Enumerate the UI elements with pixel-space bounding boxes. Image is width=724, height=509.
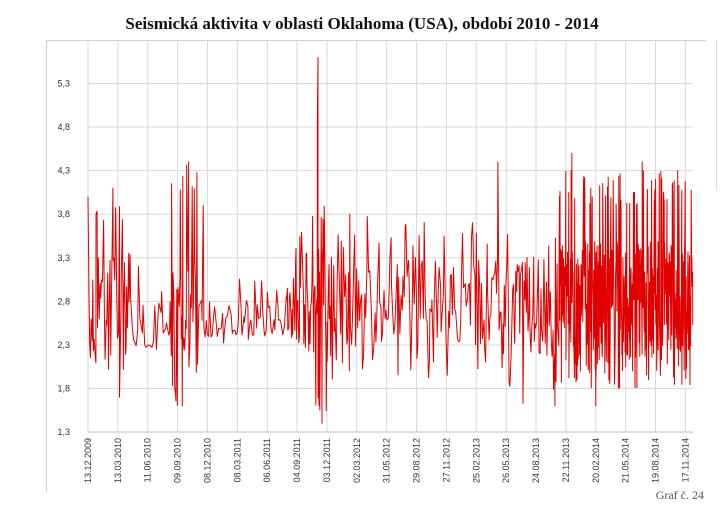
x-tick-label: 04.09.2011 <box>292 438 302 482</box>
x-tick-label: 08.12.2010 <box>202 438 212 483</box>
y-tick-label: 4,8 <box>57 122 70 132</box>
y-tick-label: 1,8 <box>57 383 70 393</box>
x-tick-label: 09.09.2010 <box>173 438 183 483</box>
y-tick-label: 3,3 <box>57 253 70 263</box>
x-tick-label: 27.11.2012 <box>441 438 451 482</box>
x-tick-label: 02.03.2012 <box>352 438 362 483</box>
x-tick-label: 20.02.2014 <box>591 438 601 483</box>
x-tick-label: 11.06.2010 <box>143 438 153 482</box>
x-tick-label: 21.05.2014 <box>621 438 631 483</box>
y-tick-label: 5,3 <box>57 79 70 89</box>
x-tick-label: 26.05.2013 <box>501 438 511 483</box>
y-tick-label: 2,3 <box>57 340 70 350</box>
x-tick-label: 17.11.2014 <box>680 438 690 482</box>
y-axis: 1,3 1,8 2,3 2,8 3,3 3,8 4,3 4,8 5,3 <box>57 79 70 437</box>
x-tick-label: 03.12.2011 <box>322 438 332 482</box>
x-tick-label: 19.08.2014 <box>650 438 660 483</box>
y-tick-label: 2,8 <box>57 296 70 306</box>
chart-right-edge <box>716 40 717 190</box>
x-tick-label: 22.11.2013 <box>561 438 571 482</box>
x-axis: 13.12.2009 13.03.2010 11.06.2010 09.09.2010… <box>83 438 690 483</box>
series-line-group <box>87 56 694 424</box>
x-tick-label: 08.03.2011 <box>232 438 242 482</box>
x-tick-label: 25.02.2013 <box>471 438 481 483</box>
y-tick-label: 4,3 <box>57 166 70 176</box>
chart-title: Seismická aktivita v oblasti Oklahoma (U… <box>125 14 599 33</box>
x-tick-label: 13.03.2010 <box>113 438 123 483</box>
figure-caption: Graf č. 24 <box>655 488 704 502</box>
x-tick-label: 31.05.2012 <box>382 438 392 483</box>
y-tick-label: 3,8 <box>57 209 70 219</box>
y-tick-label: 1,3 <box>57 427 70 437</box>
x-tick-label: 06.06.2011 <box>262 438 272 482</box>
x-tick-label: 24.08.2013 <box>531 438 541 483</box>
seismic-activity-line <box>87 56 694 424</box>
chart-frame <box>46 40 706 492</box>
x-tick-label: 13.12.2009 <box>83 438 93 483</box>
x-tick-label: 29.08.2012 <box>412 438 422 483</box>
